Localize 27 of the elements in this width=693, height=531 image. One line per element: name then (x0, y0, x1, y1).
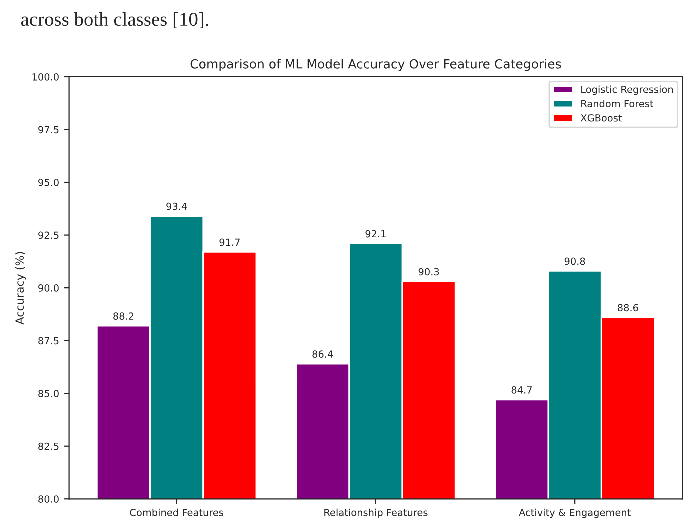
text: 87.5 (38, 337, 59, 345)
text: 90.0 (38, 284, 59, 292)
text: 82.5 (38, 442, 59, 450)
x-tick-label: Combined Features (130, 508, 224, 516)
data-label: 92.1 (366, 230, 386, 238)
data-label: 84.7 (512, 386, 532, 394)
x-tick-label: Activity & Engagement (519, 508, 631, 518)
data-label: 90.8 (564, 258, 586, 266)
data-label: 88.6 (618, 304, 638, 312)
y-axis-title: Accuracy (%) (15, 252, 26, 325)
text: across both classes [10]. (21, 12, 209, 29)
legend-label: Random Forest (582, 100, 654, 108)
text: 80.0 (38, 496, 59, 503)
data-label: 86.4 (312, 350, 334, 358)
x-tick-label: Relationship Features (324, 508, 428, 518)
data-label: 88.2 (114, 312, 134, 320)
legend-label: XGBoost (580, 114, 622, 122)
text: 97.5 (38, 126, 59, 134)
data-label: 90.3 (418, 268, 440, 276)
legend-label: Logistic Regression (582, 86, 674, 96)
text: 95.0 (38, 179, 59, 186)
text: 92.5 (38, 232, 59, 240)
chart-title: Comparison of ML Model Accuracy Over Feature Categories (190, 59, 562, 72)
text: 85.0 (38, 390, 59, 398)
data-label: 91.7 (220, 238, 240, 246)
data-label: 93.4 (166, 202, 188, 210)
text: 100.0 (32, 73, 59, 81)
